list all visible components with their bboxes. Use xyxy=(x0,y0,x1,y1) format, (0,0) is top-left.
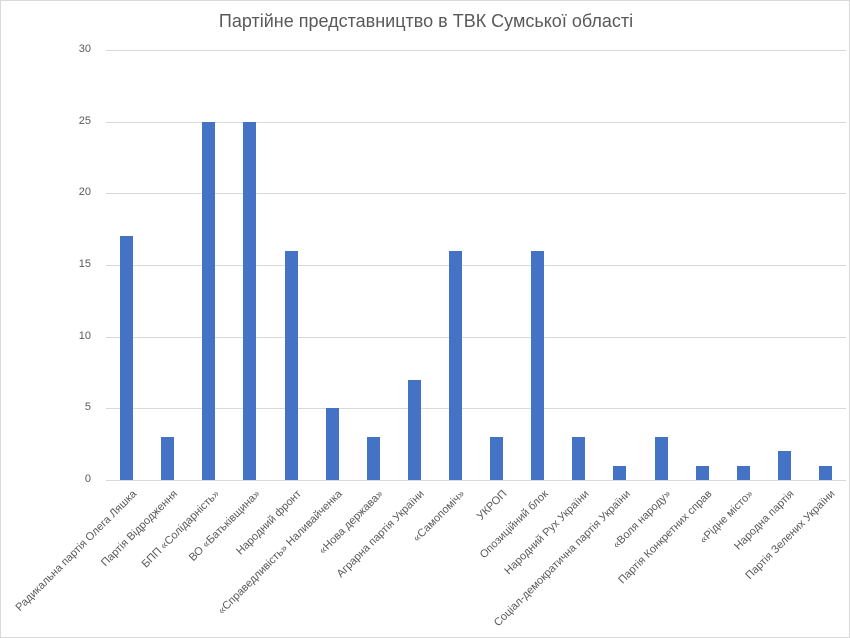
gridline xyxy=(106,121,846,123)
bar xyxy=(695,465,709,480)
y-tick-label: 10 xyxy=(78,329,91,342)
bar xyxy=(490,437,504,480)
gridline xyxy=(106,193,846,195)
y-tick-label: 5 xyxy=(84,401,91,414)
x-tick-label: Партія Відродження xyxy=(98,488,180,570)
y-tick-label: 20 xyxy=(78,186,91,199)
bar xyxy=(654,437,668,480)
bar xyxy=(572,437,586,480)
bar xyxy=(120,236,134,480)
y-tick-label: 30 xyxy=(78,43,91,55)
bar xyxy=(613,465,627,480)
bar xyxy=(531,250,545,480)
gridline xyxy=(106,265,846,266)
bar xyxy=(448,250,462,480)
bar xyxy=(407,379,421,480)
chart-title: Партійне представництво в ТВК Сумської о… xyxy=(218,11,634,31)
bar xyxy=(736,465,750,480)
bar xyxy=(366,437,380,480)
x-tick-label: БПП «Солідарність» xyxy=(139,488,222,571)
bar xyxy=(818,465,832,480)
gridline xyxy=(106,480,846,481)
bar xyxy=(161,437,175,480)
gridline xyxy=(106,50,846,51)
gridline xyxy=(106,408,846,410)
bar xyxy=(284,250,298,480)
x-tick-label: УКРОП xyxy=(474,488,509,523)
plot-area: 0 5 10 15 20 25 30 xyxy=(79,43,846,485)
bar xyxy=(325,408,339,480)
bar xyxy=(243,121,257,480)
bar xyxy=(777,451,791,480)
x-tick-label: ВО «Батьківщина» xyxy=(186,488,263,564)
bar xyxy=(202,121,216,480)
gridline xyxy=(106,336,846,338)
y-tick-label: 25 xyxy=(78,114,91,127)
y-tick-label: 15 xyxy=(78,258,91,270)
y-tick-label: 0 xyxy=(84,473,91,485)
